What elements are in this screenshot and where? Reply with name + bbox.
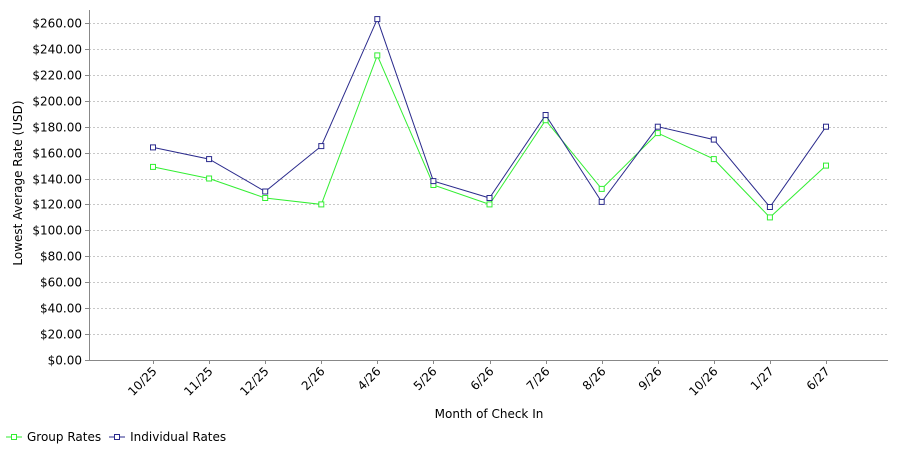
data-point-individual-rates: [598, 198, 605, 205]
data-point-individual-rates: [430, 178, 437, 185]
data-point-individual-rates: [374, 16, 381, 23]
y-tick-label: $260.00: [32, 17, 82, 31]
y-tick-label: $0.00: [48, 354, 82, 368]
x-axis-title: Month of Check In: [435, 407, 544, 421]
x-tick-labels: 10/25 11/25 12/25 2/26 4/26 5/26 6/26 7/26 8/26 9…: [125, 364, 832, 398]
x-tick-label: 2/26: [299, 364, 328, 393]
x-tick-label: 8/26: [580, 364, 609, 393]
x-tick-label: 4/26: [355, 364, 384, 393]
legend: Group Rates Individual Rates: [6, 430, 234, 444]
legend-item-group-rates[interactable]: Group Rates: [6, 430, 101, 444]
data-point-group-rates: [318, 201, 325, 208]
data-point-individual-rates: [542, 112, 549, 118]
legend-label-group-rates: Group Rates: [27, 430, 102, 444]
data-point-group-rates: [766, 214, 773, 221]
data-point-group-rates: [206, 175, 213, 182]
data-point-group-rates: [150, 163, 156, 170]
x-tick-label: 10/25: [125, 364, 159, 398]
y-tick-label: $40.00: [40, 302, 82, 316]
group-rates-swatch-icon: [6, 434, 22, 440]
individual-rates-swatch-icon: [109, 434, 126, 440]
y-tick-label: $60.00: [40, 276, 82, 290]
y-tick-label: $80.00: [40, 250, 82, 264]
x-tick-label: 5/26: [411, 364, 440, 393]
series-lines: [150, 16, 829, 221]
line-chart: $0.00 $20.00 $40.00 $60.00 $80.00 $100.00 $120…: [11, 10, 888, 421]
data-point-group-rates: [710, 156, 717, 163]
series-line-individual-rates: [152, 17, 827, 208]
axes: [85, 10, 888, 364]
data-point-group-rates: [486, 201, 493, 208]
grid-lines: [89, 23, 888, 335]
x-tick-label: 6/27: [804, 364, 833, 393]
y-tick-label: $140.00: [32, 173, 82, 187]
data-point-individual-rates: [710, 136, 717, 143]
series-line-group-rates: [152, 54, 827, 219]
y-tick-label: $200.00: [32, 95, 82, 109]
y-tick-labels: $0.00 $20.00 $40.00 $60.00 $80.00 $100.00 $120…: [32, 17, 82, 368]
data-point-individual-rates: [206, 156, 213, 163]
x-tick-label: 12/25: [237, 364, 271, 398]
data-point-individual-rates: [318, 143, 325, 150]
data-point-group-rates: [823, 162, 829, 169]
y-tick-label: $220.00: [32, 69, 82, 83]
x-tick-label: 6/26: [468, 364, 497, 393]
y-tick-label: $100.00: [32, 224, 82, 238]
y-axis-title: Lowest Average Rate (USD): [11, 100, 25, 265]
data-point-individual-rates: [654, 123, 661, 130]
y-tick-label: $180.00: [32, 121, 82, 135]
data-point-individual-rates: [823, 123, 829, 130]
y-tick-label: $20.00: [40, 328, 82, 342]
data-point-group-rates: [374, 52, 381, 59]
legend-item-individual-rates[interactable]: Individual Rates: [109, 430, 226, 444]
legend-label-individual-rates: Individual Rates: [130, 430, 227, 444]
data-point-group-rates: [654, 130, 661, 137]
x-tick-label: 11/25: [181, 364, 215, 398]
data-point-individual-rates: [486, 195, 493, 201]
data-point-group-rates: [598, 185, 605, 192]
y-tick-label: $120.00: [32, 198, 82, 212]
data-point-individual-rates: [262, 188, 269, 195]
y-tick-label: $240.00: [32, 43, 82, 57]
data-point-group-rates: [262, 195, 269, 201]
x-tick-label: 9/26: [636, 364, 665, 393]
x-tick-label: 1/27: [748, 364, 777, 393]
x-tick-label: 7/26: [524, 364, 553, 393]
x-tick-label: 10/26: [686, 364, 720, 398]
y-tick-label: $160.00: [32, 147, 82, 161]
data-point-individual-rates: [766, 204, 773, 210]
data-point-individual-rates: [150, 144, 156, 151]
